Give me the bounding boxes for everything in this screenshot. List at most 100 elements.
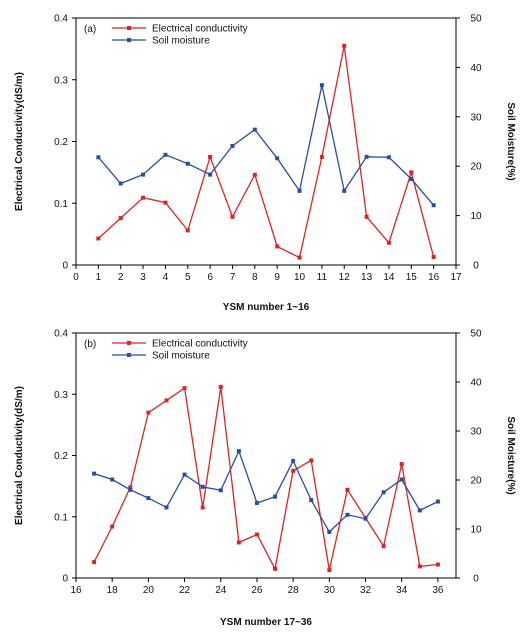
- data-point: [386, 240, 391, 245]
- y-right-tick-label: 10: [470, 211, 482, 222]
- data-point: [110, 477, 115, 482]
- legend-marker-2: [127, 353, 131, 357]
- x-tick-label: 16: [428, 272, 440, 283]
- data-point: [409, 170, 414, 175]
- data-point: [435, 499, 440, 504]
- x-tick-label: 6: [207, 272, 213, 283]
- data-point: [146, 410, 151, 415]
- y-right-tick-label: 20: [470, 476, 482, 487]
- data-point: [185, 161, 190, 166]
- x-tick-label: 11: [317, 272, 328, 283]
- x-tick-label: 20: [143, 585, 155, 596]
- data-point: [252, 127, 257, 132]
- y-left-tick-label: 0.3: [54, 390, 68, 401]
- data-point: [309, 498, 314, 503]
- plot-frame: [75, 332, 457, 579]
- data-point: [342, 43, 347, 48]
- legend-label-1: Electrical conductivity: [152, 339, 248, 350]
- y-left-tick-label: 0.1: [54, 512, 68, 523]
- data-point: [319, 154, 324, 159]
- data-point: [96, 236, 101, 241]
- series-line-1: [97, 45, 435, 259]
- y-right-tick-label: 30: [470, 112, 482, 123]
- data-point: [342, 188, 347, 193]
- data-point: [141, 195, 146, 200]
- data-point: [230, 214, 235, 219]
- data-point: [128, 485, 133, 490]
- x-tick-label: 5: [185, 272, 191, 283]
- data-point: [182, 386, 187, 391]
- data-point: [92, 560, 97, 565]
- data-point: [275, 244, 280, 249]
- data-point: [164, 505, 169, 510]
- data-point: [409, 177, 414, 182]
- data-point: [309, 458, 314, 463]
- data-point: [327, 568, 332, 573]
- data-point: [273, 566, 278, 571]
- data-point: [275, 156, 280, 161]
- data-point: [431, 203, 436, 208]
- data-point: [327, 529, 332, 534]
- data-point: [164, 398, 169, 403]
- data-point: [417, 508, 422, 513]
- y-left-tick-label: 0.4: [54, 14, 68, 25]
- data-point: [431, 254, 436, 259]
- data-point: [297, 188, 302, 193]
- chart-panel-1: 0 1 2 3 4 5 6 7 8 9 10 11 12 13 14 15 16 1700.10.20.30.40…: [14, 14, 516, 314]
- y-right-tick-label: 0: [473, 574, 479, 585]
- data-point: [118, 216, 123, 221]
- y-right-tick-label: 50: [470, 329, 482, 340]
- data-point: [345, 512, 350, 517]
- x-tick-label: 7: [230, 272, 236, 283]
- data-point: [163, 200, 168, 205]
- panel-label: (b): [84, 339, 96, 350]
- data-point: [128, 487, 133, 492]
- data-point: [185, 228, 190, 233]
- y-right-tick-label: 20: [470, 162, 482, 173]
- plot-frame: [75, 17, 457, 266]
- y-right-tick-label: 40: [470, 63, 482, 74]
- data-point: [118, 181, 123, 186]
- series-line-2: [93, 449, 439, 533]
- y-right-tick-label: 0: [473, 261, 479, 272]
- chart-panel-2: 16 18 20 22 24 26 28 30 32 34 36 0 0.1 0.2 0.3 0.4 0 10 20…: [14, 329, 516, 629]
- x-tick-label: 2: [118, 272, 124, 283]
- x-tick-label: 0: [73, 272, 79, 283]
- x-tick-label: 4: [163, 272, 169, 283]
- x-tick-label: 17: [450, 272, 462, 283]
- data-point: [96, 155, 101, 160]
- data-point: [254, 532, 259, 537]
- y-right-tick-label: 10: [470, 525, 482, 536]
- data-point: [110, 524, 115, 529]
- panel-label: (a): [84, 24, 96, 35]
- x-tick-label: 26: [251, 585, 263, 596]
- legend-marker-1: [127, 26, 131, 30]
- data-point: [200, 484, 205, 489]
- x-tick-label: 30: [324, 585, 336, 596]
- data-point: [319, 83, 324, 88]
- legend-label-2: Soil moisture: [152, 36, 210, 47]
- x-tick-label: 16: [70, 585, 82, 596]
- data-point: [182, 472, 187, 477]
- data-point: [200, 505, 205, 510]
- data-point: [208, 172, 213, 177]
- y-right-tick-label: 50: [470, 14, 482, 25]
- x-tick-label: 3: [140, 272, 146, 283]
- data-point: [208, 154, 213, 159]
- x-tick-label: 15: [406, 272, 418, 283]
- y-left-axis-title: Electrical Conductivity(dS/m): [14, 72, 25, 211]
- x-tick-label: 36: [432, 585, 444, 596]
- data-point: [364, 154, 369, 159]
- data-point: [236, 540, 241, 545]
- y-left-tick-label: 0.2: [54, 137, 68, 148]
- data-point: [273, 494, 278, 499]
- data-point: [364, 214, 369, 219]
- legend-marker-2: [127, 38, 131, 42]
- series-line-1: [93, 386, 438, 571]
- data-point: [291, 468, 296, 473]
- data-point: [386, 155, 391, 160]
- y-right-tick-label: 30: [470, 427, 482, 438]
- y-left-tick-label: 0.3: [54, 75, 68, 86]
- data-point: [381, 544, 386, 549]
